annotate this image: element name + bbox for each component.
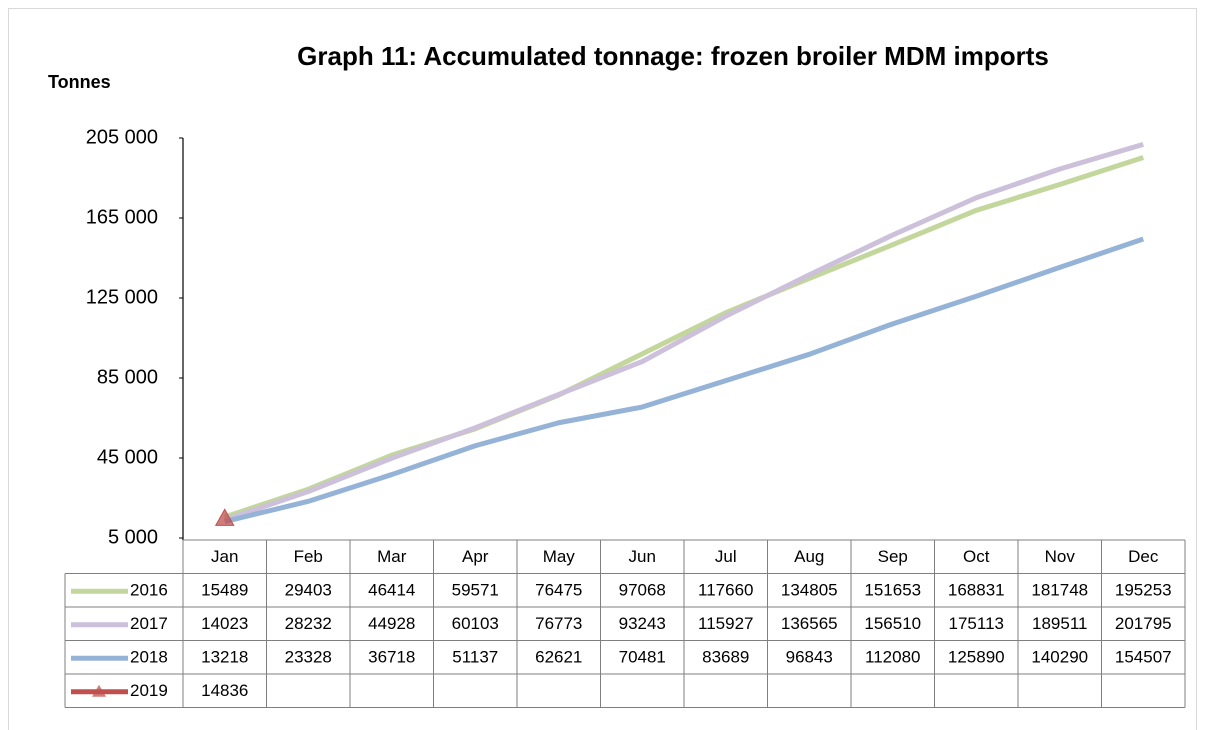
table-value: 115927 (698, 614, 753, 633)
x-tick-label: Oct (963, 547, 990, 566)
table-value: 83689 (702, 648, 749, 667)
table-value: 29403 (285, 581, 332, 600)
table-value: 140290 (1031, 648, 1088, 667)
table-value: 70481 (619, 648, 666, 667)
y-tick-label: 125 000 (86, 286, 158, 308)
table-value: 15489 (201, 581, 248, 600)
table-value: 201795 (1115, 614, 1172, 633)
x-tick-label: Jun (629, 547, 656, 566)
y-axis-label: Tonnes (48, 72, 111, 92)
table-value: 156510 (864, 614, 921, 633)
x-tick-label: Nov (1045, 547, 1076, 566)
table-value: 168831 (948, 581, 1005, 600)
table-value: 136565 (781, 614, 838, 633)
table-value: 117660 (698, 581, 753, 600)
table-value: 154507 (1115, 648, 1172, 667)
table-value: 181748 (1031, 581, 1088, 600)
table-value: 112080 (865, 648, 920, 667)
table-value: 59571 (452, 581, 499, 600)
table-value: 14836 (201, 681, 248, 700)
table-value: 134805 (781, 581, 838, 600)
legend-label: 2017 (130, 614, 168, 633)
x-tick-label: Mar (377, 547, 407, 566)
table-value: 44928 (368, 614, 415, 633)
y-tick-label: 205 000 (86, 126, 158, 148)
table-value: 36718 (368, 648, 415, 667)
table-value: 51137 (452, 648, 498, 667)
table-value: 175113 (949, 614, 1004, 633)
series-marker (214, 508, 235, 526)
table-value: 97068 (619, 581, 666, 600)
table-value: 125890 (948, 648, 1005, 667)
legend-marker (92, 684, 106, 697)
x-tick-label: Apr (462, 547, 489, 566)
table-value: 151653 (864, 581, 921, 600)
table-value: 46414 (368, 581, 415, 600)
x-tick-label: Jul (715, 547, 737, 566)
table-value: 96843 (786, 648, 833, 667)
y-tick-label: 45 000 (97, 446, 158, 468)
legend-label: 2016 (130, 581, 168, 600)
series-line (223, 155, 1145, 520)
x-tick-label: May (543, 547, 576, 566)
chart-border (8, 8, 1197, 730)
y-tick-label: 165 000 (86, 206, 158, 228)
table-value: 13218 (201, 648, 248, 667)
y-tick-label: 85 000 (97, 366, 158, 388)
table-value: 189511 (1032, 614, 1087, 633)
series-line (224, 236, 1145, 524)
table-value: 14023 (201, 614, 248, 633)
y-tick-label: 5 000 (108, 526, 158, 548)
legend-label: 2018 (130, 648, 168, 667)
table-value: 93243 (619, 614, 666, 633)
table-value: 76773 (535, 614, 582, 633)
table-value: 60103 (452, 614, 499, 633)
series-line (223, 142, 1144, 523)
x-tick-label: Jan (211, 547, 238, 566)
table-value: 23328 (285, 648, 332, 667)
x-tick-label: Feb (294, 547, 323, 566)
x-tick-label: Aug (794, 547, 824, 566)
x-tick-label: Sep (878, 547, 908, 566)
chart-title: Graph 11: Accumulated tonnage: frozen br… (297, 41, 1049, 71)
x-tick-label: Dec (1128, 547, 1159, 566)
legend-label: 2019 (130, 681, 168, 700)
table-value: 28232 (285, 614, 332, 633)
table-value: 62621 (535, 648, 582, 667)
table-value: 195253 (1115, 581, 1172, 600)
table-value: 76475 (535, 581, 582, 600)
